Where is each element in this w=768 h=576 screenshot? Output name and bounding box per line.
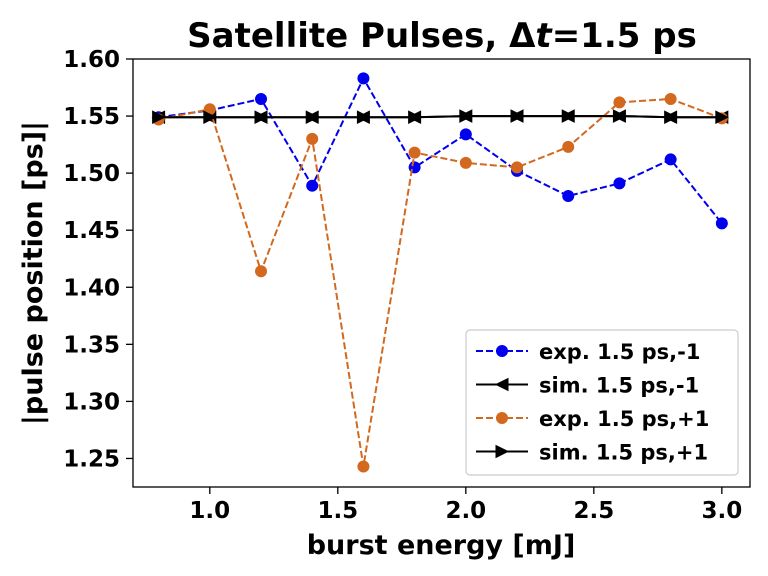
series-3-line [158,97,723,468]
series-1-point [357,72,370,85]
x-tick-label: 2.0 [445,498,486,524]
series-4-point [510,109,525,123]
legend-marker-4 [495,444,510,459]
y-tick-label: 1.25 [63,446,120,472]
series-1-point [613,177,626,190]
series-4-point [664,110,678,125]
series-3-point [664,92,677,105]
y-tick-label: 1.35 [63,332,120,358]
series-4-point [408,110,422,125]
series-1-point [459,128,472,141]
legend-marker-3 [496,412,508,424]
series-4-point [459,109,473,123]
y-axis-label: |pulse position [ps]| [18,121,49,425]
y-tick-label: 1.50 [63,161,120,187]
plot-frame [132,58,751,488]
legend-label-4: sim. 1.5 ps,+1 [539,441,708,465]
chart-title: Satellite Pulses, Δt=1.5 ps [187,16,697,56]
legend-box [465,329,739,476]
series-4-point [203,110,217,125]
x-tick-label: 1.0 [189,498,230,524]
series-3-point [357,460,370,473]
series-3-point [511,161,524,174]
series-3-point [306,132,319,145]
y-tick-label: 1.30 [63,389,120,415]
series-4-point [561,109,576,123]
y-tick-label: 1.60 [63,47,120,73]
legend-label-1: exp. 1.5 ps,-1 [539,340,700,364]
legend-label-2: sim. 1.5 ps,-1 [539,374,699,398]
series-1-point [306,179,319,192]
series-3-point [255,265,268,278]
series-4-point [152,110,166,125]
x-tick-label: 1.5 [317,498,358,524]
y-tick-label: 1.40 [63,275,120,301]
series-1-line [158,77,723,224]
x-tick-label: 3.0 [701,498,742,524]
x-tick-label: 2.5 [573,498,614,524]
series-4-line [158,115,722,119]
series-4-point [305,110,320,125]
y-tick-label: 1.45 [63,218,120,244]
series-4-point [715,110,729,125]
series-1-point [255,92,268,105]
series-4-point [356,110,371,125]
series-3-point [613,96,626,109]
legend-marker-1 [496,345,508,357]
legend-marker-2 [494,377,509,392]
series-1-point [664,153,677,166]
series-1-point [715,217,728,230]
series-4-point [254,110,269,125]
series-1-point [562,189,575,202]
series-3-point [562,140,575,153]
series-3-point [408,146,421,159]
y-tick-label: 1.55 [63,104,120,130]
legend-label-3: exp. 1.5 ps,+1 [539,407,709,431]
series-3-point [459,156,472,169]
x-axis-label: burst energy [mJ] [307,530,576,561]
series-4-point [612,109,627,123]
